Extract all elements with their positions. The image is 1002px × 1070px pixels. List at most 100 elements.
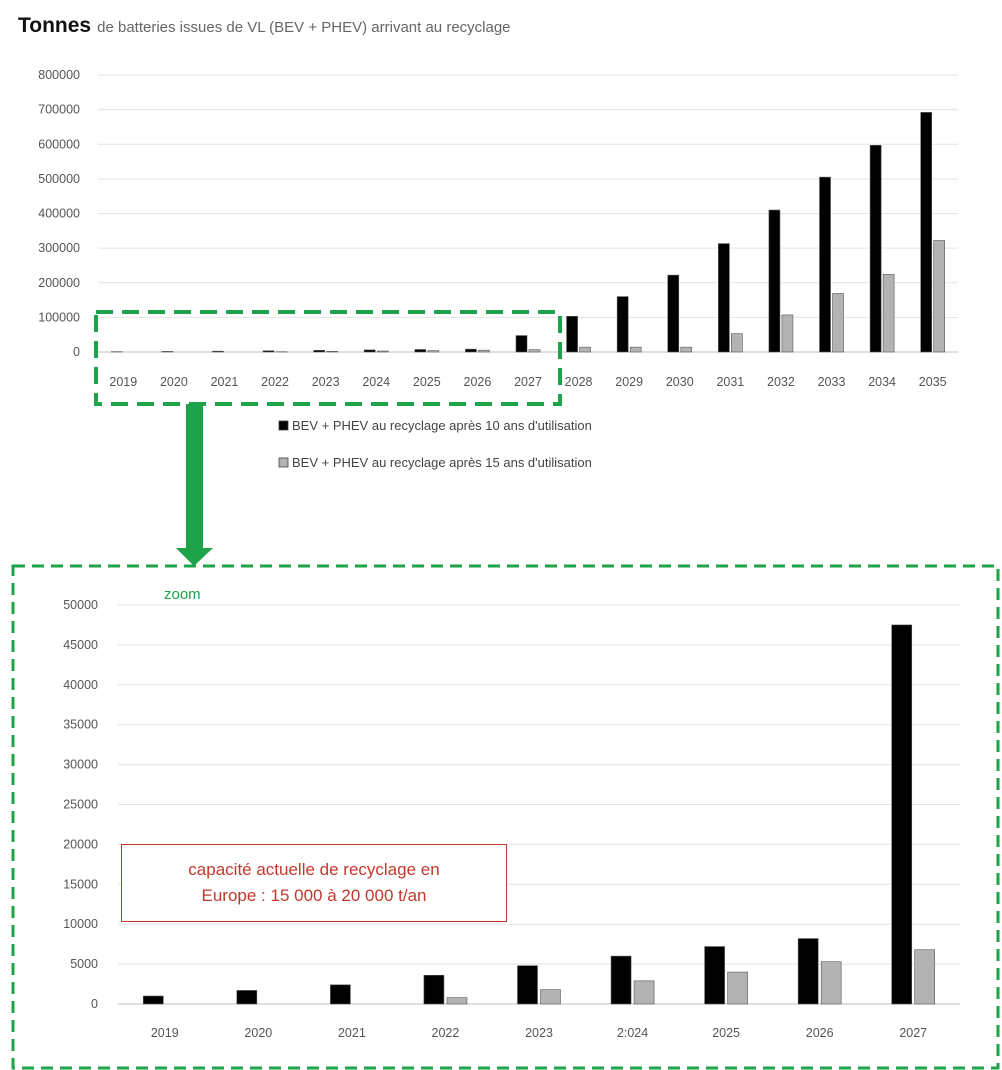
callout-line-2: Europe : 15 000 à 20 000 t/an [201,886,427,905]
x-tick-label: 2025 [712,1026,740,1040]
legend-swatch [278,457,289,468]
bar-15-years [629,346,642,353]
bar-10-years [212,350,224,353]
bar-10-years [667,274,680,353]
x-tick-label: 2021 [338,1026,366,1040]
y-tick-label: 20000 [63,837,98,851]
y-tick-label: 300000 [38,241,80,255]
zoom-label: zoom [164,586,201,603]
x-tick-label: 2023 [525,1026,553,1040]
bar-15-years [446,997,468,1005]
bar-10-years [616,296,629,353]
chart-title: Tonnes de batteries issues de VL (BEV + P… [18,14,511,38]
bar-15-years [731,333,743,353]
bar-15-years [478,349,490,353]
y-tick-label: 15000 [63,877,98,891]
chart-title-rest: de batteries issues de VL (BEV + PHEV) a… [97,19,511,36]
legend: BEV + PHEV au recyclage après 10 ans d'u… [278,418,592,470]
y-tick-label: 400000 [38,207,80,221]
zoom-arrow-head [176,548,213,566]
y-tick-label: 100000 [38,310,80,324]
callout-line-1: capacité actuelle de recyclage en [188,860,440,879]
y-tick-label: 600000 [38,137,80,151]
y-tick-label: 500000 [38,172,80,186]
bar-10-years [363,349,376,353]
zoom-panel-frame [11,564,1000,1070]
x-tick-label: 2020 [244,1026,272,1040]
x-tick-label: 2027 [899,1026,927,1040]
x-tick-label: 2035 [919,375,947,389]
bar-10-years [869,144,882,353]
bar-10-years [142,995,164,1005]
bar-15-years [781,314,794,353]
bar-15-years [326,351,338,353]
x-tick-label: 2022 [261,375,289,389]
x-tick-label: 2026 [464,375,492,389]
x-tick-label: 2019 [109,375,137,389]
y-tick-label: 45000 [63,638,98,652]
x-tick-label: 2020 [160,375,188,389]
x-tick-label: 2033 [818,375,846,389]
chart-title-bold: Tonnes [18,14,92,37]
y-tick-label: 0 [73,345,80,359]
bar-10-years [236,990,258,1005]
x-tick-label: 2029 [615,375,643,389]
legend-label: BEV + PHEV au recyclage après 15 ans d'u… [292,455,592,470]
bar-15-years [727,971,748,1005]
bar-15-years [820,961,842,1005]
x-tick-label: 2025 [413,375,441,389]
x-tick-label: 2028 [565,375,593,389]
x-tick-label: 2021 [211,375,239,389]
bar-10-years [704,946,725,1005]
bar-10-years [920,112,933,353]
bar-15-years [427,350,440,353]
bar-15-years [933,240,946,353]
zoom-overlay: zoom [11,310,1000,1070]
bar-10-years [718,243,730,353]
y-tick-label: 30000 [63,758,98,772]
zoom-bar-chart: 0 5000 10000 15000 20000 25000 30000 35000 40000… [63,598,960,1040]
y-tick-label: 10000 [63,917,98,931]
bar-15-years [680,346,693,353]
bar-15-years [579,346,591,353]
bar-10-years [414,349,427,353]
recycling-capacity-callout: capacité actuelle de recyclage en Europe… [121,844,507,922]
bar-10-years [161,351,174,353]
x-tick-label: 2024 [362,375,390,389]
x-tick-label: 2032 [767,375,795,389]
legend-swatch [278,420,289,431]
legend-label: BEV + PHEV au recyclage après 10 ans d'u… [292,418,592,433]
zoom-selection-box [94,310,562,406]
bar-15-years [376,350,389,353]
x-tick-label: 2019 [151,1026,179,1040]
bar-10-years [768,209,781,353]
y-tick-label: 200000 [38,276,80,290]
bar-15-years [882,274,895,353]
bar-15-years [914,949,936,1005]
bar-15-years [832,293,844,353]
y-tick-label: 50000 [63,598,98,612]
x-tick-label: 2026 [806,1026,834,1040]
bar-10-years [465,348,477,353]
bar-10-years [330,984,351,1005]
x-tick-label: 2022 [432,1026,460,1040]
bar-10-years [891,624,913,1005]
y-tick-label: 0 [91,997,98,1011]
y-tick-label: 35000 [63,718,98,732]
main-bar-chart: 0 100000 200000 300000 400000 500000 600000 700… [38,68,958,389]
bar-10-years [610,955,632,1005]
bar-10-years [566,316,578,353]
x-tick-label: 2034 [868,375,896,389]
y-tick-label: 5000 [70,957,98,971]
bar-10-years [819,176,831,353]
y-tick-label: 700000 [38,103,80,117]
y-tick-label: 800000 [38,68,80,82]
x-tick-label: 2027 [514,375,542,389]
bar-10-years [313,350,325,353]
y-tick-label: 25000 [63,798,98,812]
x-tick-label: 2030 [666,375,694,389]
bar-15-years [528,349,541,353]
bar-10-years [517,965,538,1005]
bar-15-years [633,980,655,1005]
